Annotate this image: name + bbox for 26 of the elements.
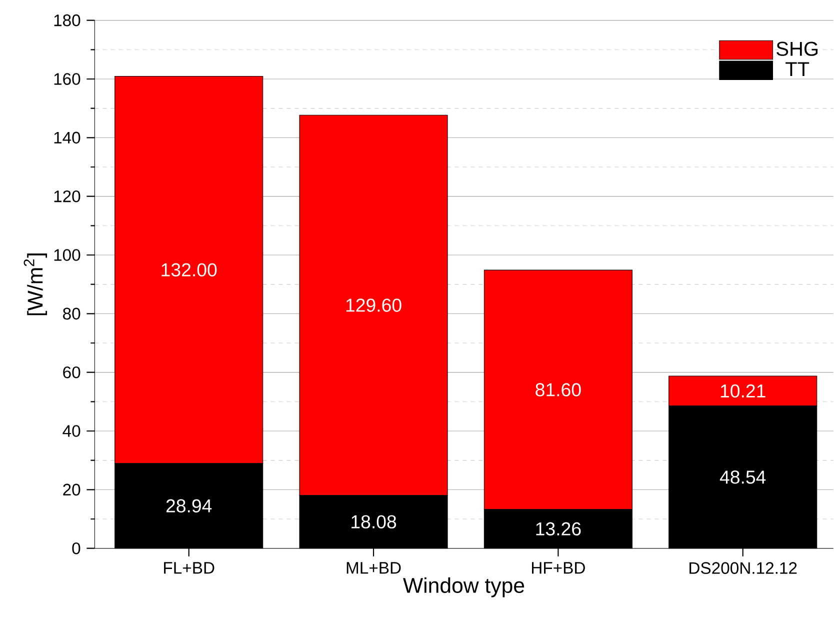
x-tick-label: HF+BD [532, 562, 585, 574]
y-tick-label: 120 [54, 190, 80, 202]
y-tick-label: 80 [63, 308, 80, 320]
y-tick-label: 60 [63, 366, 80, 378]
data-label: 48.54 [720, 470, 766, 484]
data-label: 81.60 [536, 383, 581, 396]
y-tick-label: 140 [54, 132, 80, 144]
x-axis-title: Window type [403, 577, 524, 598]
legend-label: SHG [776, 42, 818, 56]
y-axis-title: [W/m$^{2}$] [24, 254, 47, 316]
data-label: 129.60 [346, 298, 402, 312]
data-label: 13.26 [536, 522, 581, 536]
y-tick-label: 160 [54, 73, 80, 85]
y-tick-label: 100 [54, 249, 80, 261]
y-tick-label: 40 [62, 425, 80, 437]
legend-label: TT [786, 62, 810, 76]
y-tick-label: 180 [54, 14, 80, 26]
x-tick-label: DS200N.12.12 [690, 562, 797, 574]
x-tick-label: ML+BD [346, 562, 401, 574]
y-tick-label: 20 [63, 484, 80, 496]
data-label: 10.21 [720, 384, 766, 398]
data-label: 18.08 [352, 515, 396, 528]
x-tick-label: FL+BD [164, 562, 214, 574]
y-tick-label: 0 [72, 542, 80, 554]
data-label: 132.00 [162, 263, 217, 276]
data-label: 28.94 [166, 499, 212, 512]
